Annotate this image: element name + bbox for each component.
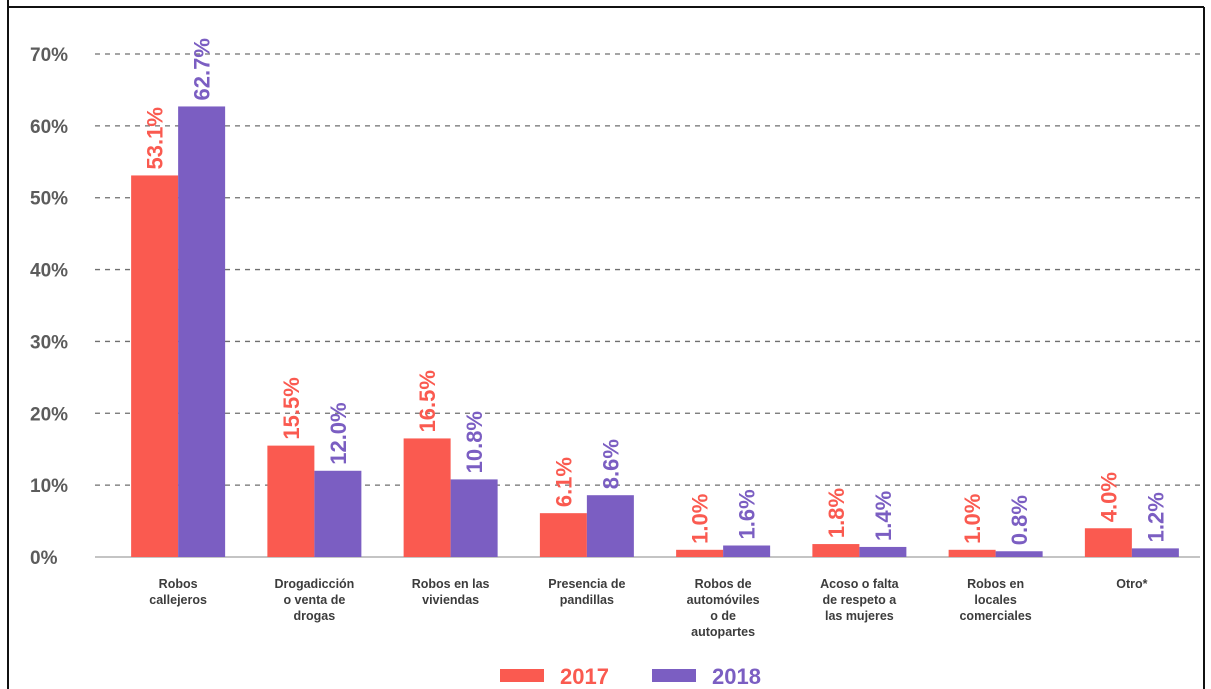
legend-swatch-2017 [500, 669, 544, 682]
data-label-2017: 1.0% [688, 494, 713, 544]
data-label-2018: 1.4% [871, 491, 896, 541]
bar-2017 [1084, 528, 1132, 557]
data-label-2017: 1.8% [824, 488, 849, 538]
bar-2017 [539, 513, 587, 557]
bar-2018 [586, 495, 634, 557]
x-category-label: Drogadicción o venta de drogas [274, 577, 354, 623]
bar-2017 [812, 544, 860, 557]
data-label-2018: 62.7% [190, 38, 215, 100]
legend-label-2018: 2018 [712, 664, 761, 689]
data-label-2018: 1.2% [1143, 492, 1168, 542]
legend-swatch-2018 [652, 669, 696, 682]
y-tick-label: 70% [30, 45, 68, 66]
data-label-2017: 53.1% [143, 107, 168, 169]
y-tick-label: 50% [30, 189, 68, 210]
data-label-2018: 12.0% [326, 402, 351, 464]
bar-2018 [723, 545, 771, 557]
bar-2018 [1131, 548, 1179, 557]
data-label-2017: 16.5% [415, 370, 440, 432]
x-category-label: Otro* [1116, 577, 1147, 591]
y-tick-label: 30% [30, 332, 68, 353]
bar-2017 [131, 175, 179, 557]
y-tick-label: 10% [30, 476, 68, 497]
bar-2017 [676, 549, 724, 557]
y-tick-label: 60% [30, 117, 68, 138]
data-label-2018: 8.6% [598, 439, 623, 489]
bar-2017 [948, 549, 996, 557]
y-tick-label: 40% [30, 261, 68, 282]
data-label-2017: 4.0% [1096, 472, 1121, 522]
data-label-2017: 15.5% [279, 377, 304, 439]
data-label-2018: 10.8% [462, 411, 487, 473]
bar-2018 [995, 551, 1043, 557]
data-label-2018: 1.6% [735, 489, 760, 539]
legend-label-2017: 2017 [560, 664, 609, 689]
x-category-label: Robos en las viviendas [412, 577, 490, 607]
bar-2018 [859, 546, 907, 557]
x-category-label: Acoso o falta de respeto a las mujeres [820, 577, 900, 623]
bar-2018 [450, 479, 498, 557]
data-label-2018: 0.8% [1007, 495, 1032, 545]
y-tick-label: 20% [30, 404, 68, 425]
x-category-label: Presencia de pandillas [548, 577, 625, 607]
data-label-2017: 1.0% [960, 494, 985, 544]
x-category-label: Robos callejeros [149, 577, 207, 607]
x-category-label: Robos de automóviles o de autopartes [687, 577, 760, 639]
y-tick-label: 0% [30, 548, 58, 569]
bar-2018 [178, 106, 226, 557]
bar-2017 [403, 438, 451, 557]
bar-2017 [267, 445, 315, 557]
bar-2018 [314, 470, 362, 557]
x-category-label: Robos en locales comerciales [959, 577, 1031, 623]
data-label-2017: 6.1% [551, 457, 576, 507]
